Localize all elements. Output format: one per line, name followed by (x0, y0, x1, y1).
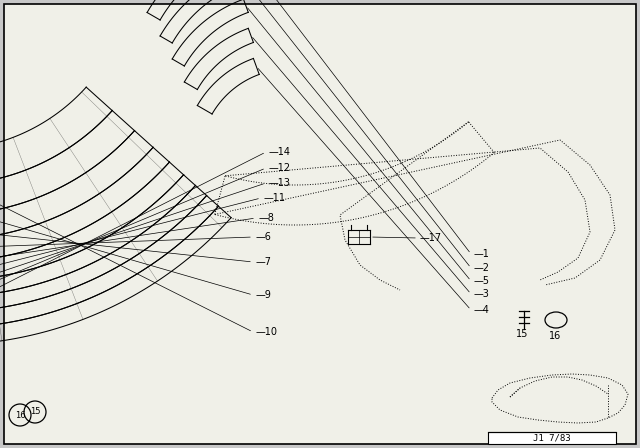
Text: —3: —3 (474, 289, 490, 299)
Text: —2: —2 (474, 263, 490, 273)
Text: —4: —4 (474, 305, 490, 315)
Text: —12: —12 (269, 163, 291, 173)
Bar (488, 432, 616, 444)
Text: —17: —17 (420, 233, 442, 243)
Text: 16: 16 (15, 410, 26, 419)
Text: —13: —13 (269, 178, 291, 188)
Text: —5: —5 (474, 276, 490, 286)
Text: —10: —10 (256, 327, 278, 337)
Text: J1 7/83: J1 7/83 (533, 434, 571, 443)
Text: 15: 15 (516, 329, 528, 339)
Text: —14: —14 (269, 147, 291, 157)
Text: 16: 16 (549, 331, 561, 341)
Text: —11: —11 (264, 193, 286, 203)
Text: —8: —8 (259, 213, 275, 223)
Text: 15: 15 (29, 408, 40, 417)
Text: —7: —7 (256, 257, 272, 267)
Text: —1: —1 (474, 249, 490, 259)
Text: —6: —6 (256, 232, 272, 242)
Text: —9: —9 (256, 290, 272, 300)
